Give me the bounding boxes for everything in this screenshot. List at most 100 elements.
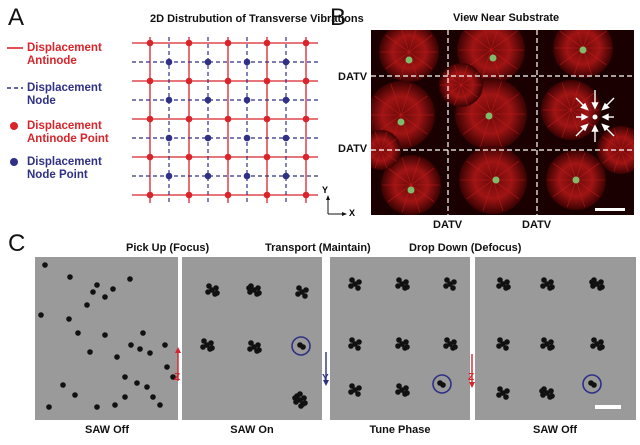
cell-filament bbox=[400, 95, 428, 116]
micrograph-saw-off-final bbox=[475, 257, 636, 420]
cell-filament bbox=[620, 149, 634, 160]
target-point bbox=[592, 114, 598, 120]
cell-filament bbox=[547, 109, 572, 128]
cell-filament bbox=[460, 72, 479, 86]
particle bbox=[300, 344, 306, 350]
particle bbox=[162, 342, 168, 348]
antinode-point bbox=[224, 153, 232, 161]
node-point bbox=[243, 134, 251, 142]
highlight-circle bbox=[582, 374, 602, 394]
z-label-1: Z bbox=[174, 372, 181, 383]
antinode-point bbox=[146, 77, 154, 85]
particle-cluster bbox=[599, 344, 605, 350]
antinode-point bbox=[302, 191, 310, 199]
highlight-circle bbox=[432, 374, 452, 394]
antinode-point bbox=[263, 191, 271, 199]
cell-filament bbox=[408, 30, 417, 53]
node-point bbox=[165, 172, 173, 180]
particle-cluster bbox=[496, 392, 502, 398]
antinode-point bbox=[146, 39, 154, 47]
cell-filament bbox=[490, 49, 518, 70]
particle-cluster bbox=[395, 389, 401, 395]
caption-saw-off-2: SAW Off bbox=[533, 424, 577, 436]
particle-cluster bbox=[598, 339, 604, 345]
cell-filament bbox=[576, 30, 584, 49]
cell-filament bbox=[570, 109, 581, 138]
particle bbox=[140, 330, 146, 336]
particle-cluster bbox=[213, 285, 219, 291]
particle bbox=[75, 330, 81, 336]
caption-saw-on: SAW On bbox=[230, 424, 274, 436]
cell-filament bbox=[566, 152, 577, 181]
cell bbox=[553, 30, 613, 78]
particle-cluster bbox=[599, 284, 605, 290]
particle-cluster bbox=[591, 337, 597, 343]
z-label-2: Z bbox=[468, 372, 475, 383]
particle-cluster bbox=[504, 388, 510, 394]
cell-filament bbox=[575, 162, 600, 181]
panel-a-letter: A bbox=[8, 4, 25, 31]
particle bbox=[60, 382, 66, 388]
particle-cluster bbox=[200, 344, 206, 350]
cell-filament bbox=[620, 128, 629, 151]
xy-axis-indicator bbox=[326, 195, 347, 216]
particle-cluster bbox=[208, 340, 214, 346]
particle-cluster bbox=[497, 277, 503, 283]
cell-filament bbox=[401, 30, 410, 53]
cell-filament bbox=[454, 64, 462, 86]
cell-filament bbox=[602, 136, 622, 151]
micrograph-4-particles bbox=[496, 277, 621, 409]
cell-filament bbox=[620, 149, 629, 172]
particle-cluster bbox=[541, 277, 547, 283]
micrograph-saw-on bbox=[182, 257, 322, 420]
particle bbox=[127, 276, 133, 282]
particle-cluster bbox=[549, 284, 555, 290]
cell-filament bbox=[490, 81, 502, 115]
cell-nucleus bbox=[489, 54, 497, 62]
cell-filament bbox=[380, 149, 388, 169]
cell-filament bbox=[399, 51, 410, 80]
particle bbox=[94, 404, 100, 410]
antinode-point bbox=[185, 191, 193, 199]
particle-cluster bbox=[209, 345, 215, 351]
stage-label-pick-up: Pick Up (Focus) bbox=[126, 242, 210, 254]
antinode-point bbox=[185, 153, 193, 161]
particle-cluster bbox=[355, 285, 361, 291]
legend-label: Node bbox=[27, 95, 56, 107]
cell-nucleus bbox=[485, 112, 493, 120]
particle-cluster bbox=[503, 394, 509, 400]
cell-filament bbox=[484, 30, 492, 51]
node-point bbox=[243, 172, 251, 180]
node-point bbox=[204, 96, 212, 104]
particle-cluster bbox=[246, 285, 252, 291]
cell-filament bbox=[371, 142, 382, 151]
particle bbox=[102, 294, 108, 300]
particle bbox=[46, 404, 52, 410]
cell-filament bbox=[482, 179, 494, 211]
particle-cluster bbox=[295, 291, 301, 297]
legend-label: Displacement bbox=[27, 120, 102, 132]
node-point bbox=[243, 96, 251, 104]
antinode-point bbox=[185, 115, 193, 123]
particle bbox=[122, 374, 128, 380]
antinode-point bbox=[224, 77, 232, 85]
legend-label: Displacement bbox=[27, 42, 102, 54]
axis-y-label: Y bbox=[322, 185, 329, 195]
particle-cluster bbox=[503, 345, 509, 351]
particle bbox=[110, 286, 116, 292]
particle-cluster bbox=[302, 293, 308, 299]
particle bbox=[94, 282, 100, 288]
particle-cluster bbox=[348, 283, 354, 289]
particle bbox=[72, 392, 78, 398]
particle bbox=[114, 354, 120, 360]
particle bbox=[157, 402, 163, 408]
micrograph-saw-off-initial bbox=[35, 257, 178, 420]
axis-x-label: X bbox=[349, 208, 356, 218]
particle-cluster bbox=[403, 339, 409, 345]
cell-filament bbox=[410, 167, 435, 186]
node-point bbox=[282, 134, 290, 142]
legend-label: Displacement bbox=[27, 82, 102, 94]
particle bbox=[66, 316, 72, 322]
particle-cluster bbox=[356, 279, 362, 285]
particle-cluster bbox=[256, 347, 262, 353]
